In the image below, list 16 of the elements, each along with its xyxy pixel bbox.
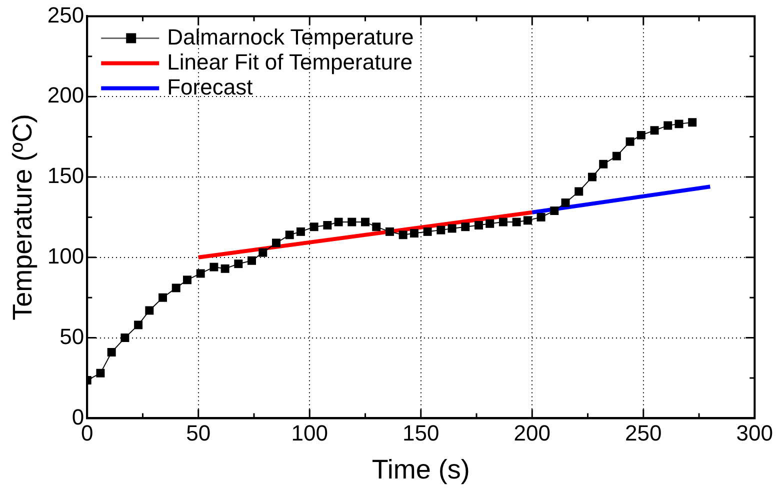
y-tick-label: 250 [47,2,84,28]
legend-label: Linear Fit of Temperature [167,49,412,74]
y-tick-label: 200 [47,82,84,108]
x-tick-label: 100 [291,420,328,446]
y-tick-label: 50 [60,324,84,349]
y-axis-title: Temperature (ºC) [8,114,38,320]
x-tick-label: 150 [402,420,440,446]
x-axis-title: Time (s) [372,454,470,484]
y-tick-label: 100 [47,243,84,268]
legend-label: Dalmarnock Temperature [167,24,414,50]
x-tick-label: 200 [514,420,550,446]
x-tick-label: 250 [625,420,662,446]
legend-label: Forecast [167,74,253,100]
x-tick-label: 50 [186,420,211,446]
y-tick-label: 150 [47,163,84,188]
x-tick-label: 300 [736,420,774,446]
